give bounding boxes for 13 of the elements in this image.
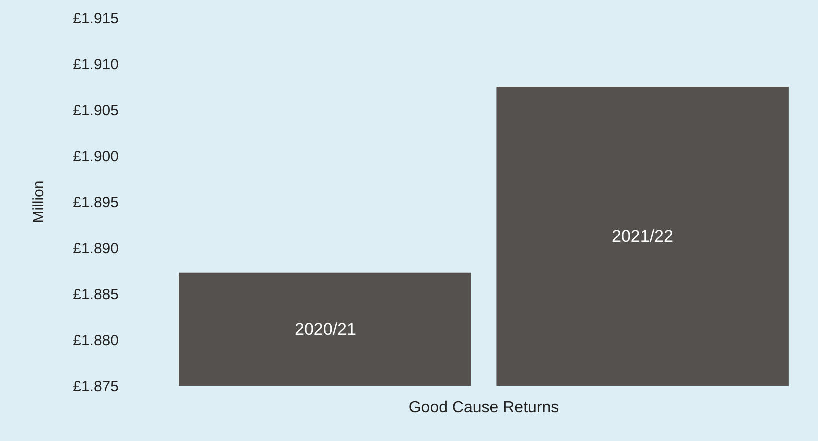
y-tick-label: £1.905 xyxy=(73,102,119,120)
y-tick-label: £1.900 xyxy=(73,148,119,166)
y-tick-label: £1.885 xyxy=(73,286,119,304)
x-tick-label: 2021/22 xyxy=(612,227,674,246)
y-tick-label: £1.890 xyxy=(73,240,119,258)
y-tick-label: £1.910 xyxy=(73,56,119,74)
y-tick-label: £1.875 xyxy=(73,378,119,396)
x-axis-title: Good Cause Returns xyxy=(408,400,560,417)
y-tick-label: £1.895 xyxy=(73,194,119,212)
y-axis-title: Million xyxy=(30,180,48,224)
y-tick-label: £1.880 xyxy=(73,332,119,350)
y-tick-label: £1.915 xyxy=(73,10,119,28)
x-tick-label: 2020/21 xyxy=(295,320,356,339)
